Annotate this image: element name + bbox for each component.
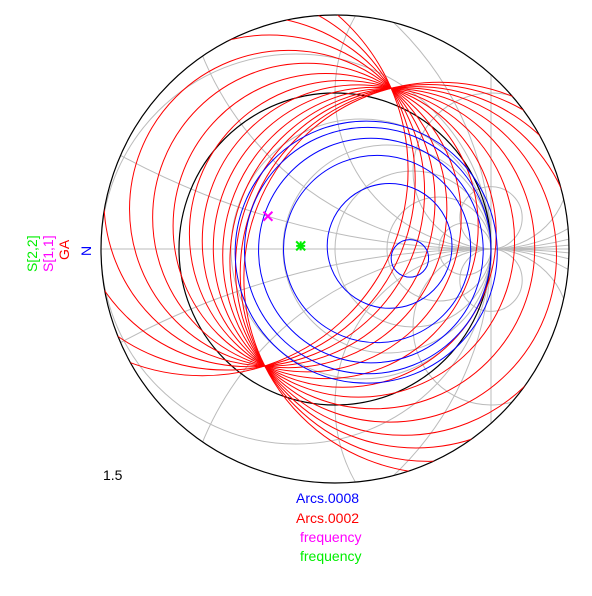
legend-frequency-s22: frequency — [300, 548, 362, 564]
reactance-arc — [101, 248, 569, 483]
ylabel-ga: GA — [56, 239, 72, 260]
gain-circle — [129, 49, 448, 369]
gain-circle — [201, 84, 516, 398]
outer-boundary-circle — [100, 14, 570, 484]
noise-circle — [390, 239, 430, 278]
gain-circle — [212, 86, 536, 410]
gain-circle — [101, 15, 409, 377]
gain-circle — [188, 79, 497, 388]
gain-circles-layer — [101, 15, 569, 475]
gain-circle — [172, 73, 479, 380]
marker-s22 — [295, 240, 306, 252]
legend-arcs-0008: Arcs.0008 — [296, 490, 360, 506]
noise-circle — [283, 154, 472, 344]
gain-circle — [234, 86, 569, 449]
ylabel-s22: S[2,2] — [24, 235, 40, 272]
noise-circle — [326, 182, 453, 309]
gain-circle — [101, 15, 426, 368]
corner-scale-label: 1.5 — [103, 467, 123, 483]
markers-layer — [262, 211, 306, 252]
marker-stroke — [262, 211, 274, 222]
noise-circle — [244, 126, 492, 375]
ylabel-s11: S[1,1] — [40, 235, 56, 272]
legend-arcs-0002: Arcs.0002 — [296, 510, 360, 526]
gain-circle — [101, 15, 416, 371]
negative-resistance-circle — [101, 15, 492, 483]
gain-circle — [152, 62, 462, 373]
reactance-arc — [334, 15, 569, 250]
noise-circles-layer — [234, 120, 498, 384]
marker-s11 — [262, 211, 274, 222]
marker-stroke — [295, 240, 306, 252]
legend-frequency-s11: frequency — [300, 529, 362, 545]
gain-circle — [239, 84, 569, 462]
noise-circle — [234, 120, 498, 384]
gain-circle — [229, 87, 569, 436]
ylabel-n: N — [78, 245, 94, 256]
noise-circle — [258, 137, 484, 364]
